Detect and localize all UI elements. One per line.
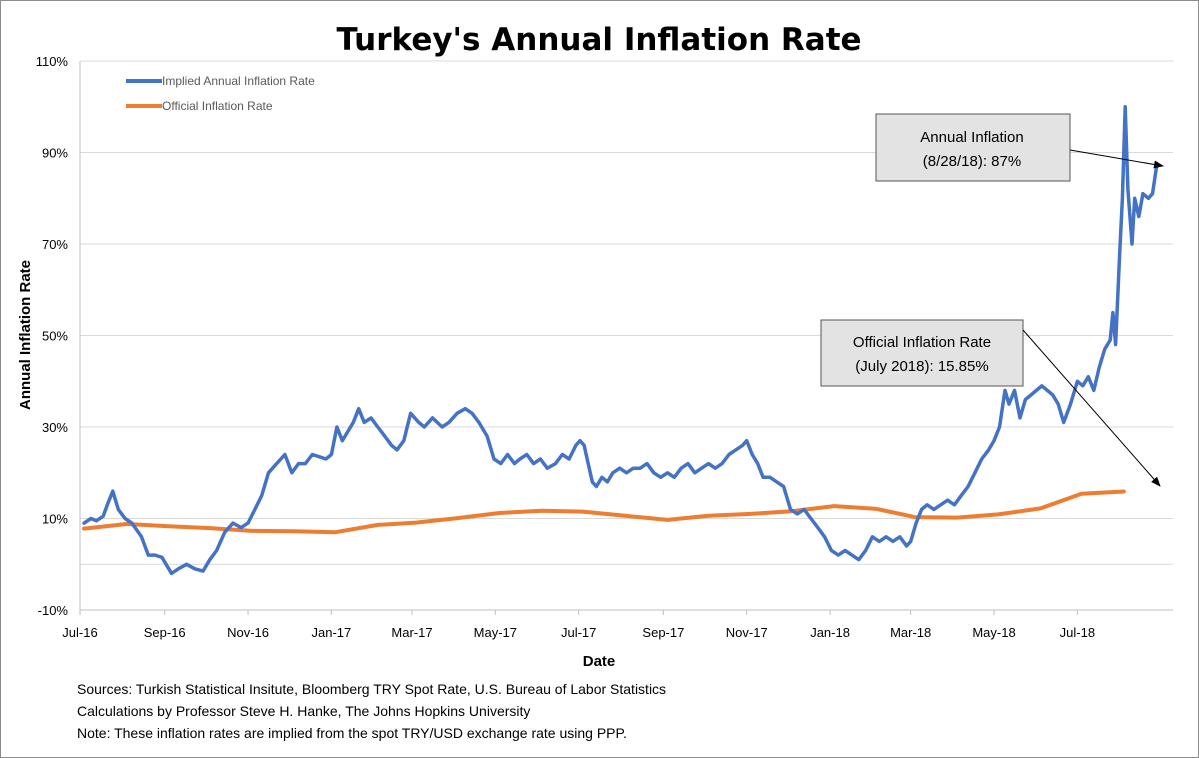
x-tick-label: Jan-17 (312, 625, 352, 640)
x-tick-label: Nov-17 (726, 625, 768, 640)
callout-arrow-annual (1069, 149, 1164, 169)
y-tick-label: 50% (42, 329, 68, 344)
y-tick-label: -10% (38, 603, 69, 618)
series-layer (82, 105, 1159, 576)
x-tick-label: Jan-18 (810, 625, 850, 640)
y-tick-label: 110% (36, 54, 69, 69)
callout-official-line2: (July 2018): 15.85% (855, 358, 988, 375)
x-tick-label: Mar-18 (890, 625, 931, 640)
callout-arrow-official (1022, 329, 1161, 487)
legend-label-implied: Implied Annual Inflation Rate (162, 74, 315, 88)
series-line-implied (82, 105, 1159, 576)
y-axis-title: Annual Inflation Rate (17, 260, 34, 410)
x-tick-label: Jul-16 (62, 625, 97, 640)
y-tick-label: 70% (42, 237, 68, 252)
x-tick-label: Sep-17 (642, 625, 684, 640)
y-tick-label: 30% (42, 420, 68, 435)
x-tick-label: Nov-16 (227, 625, 269, 640)
x-axis-title: Date (583, 653, 616, 670)
callout-annual-line1: Annual Inflation (920, 129, 1023, 146)
x-tick-label: May-18 (972, 625, 1015, 640)
callout-annual-inflation: Annual Inflation (8/28/18): 87% (875, 113, 1164, 182)
x-tick-labels: Jul-16 Sep-16 Nov-16 Jan-17 Mar-17 May-17 Jul-… (62, 610, 1095, 640)
y-tick-labels: -10% 10% 30% 50% 70% 90% 110% (36, 54, 69, 618)
callout-box-official (820, 319, 1024, 387)
callout-official-inflation: Official Inflation Rate (July 2018): 15.… (820, 319, 1161, 487)
callout-box-annual (875, 113, 1071, 182)
ppp-note: Note: These inflation rates are implied … (77, 725, 627, 741)
callout-annual-line2: (8/28/18): 87% (923, 153, 1021, 170)
sources-note: Sources: Turkish Statistical Insitute, B… (77, 681, 667, 697)
legend: Implied Annual Inflation Rate Official I… (126, 74, 315, 113)
chart-title: Turkey's Annual Inflation Rate (336, 22, 861, 58)
legend-label-official: Official Inflation Rate (162, 99, 273, 113)
calculations-note: Calculations by Professor Steve H. Hanke… (77, 703, 531, 719)
x-tick-label: Jul-18 (1060, 625, 1095, 640)
x-tick-label: Jul-17 (561, 625, 596, 640)
callout-official-line1: Official Inflation Rate (853, 334, 991, 351)
gridlines (80, 60, 1173, 565)
series-line-official (82, 489, 1126, 535)
y-tick-label: 10% (42, 512, 68, 527)
inflation-chart: Turkey's Annual Inflation Rate -10% 10% 30… (17, 22, 1173, 670)
x-tick-label: Mar-17 (391, 625, 432, 640)
y-tick-label: 90% (42, 146, 68, 161)
x-tick-label: Sep-16 (144, 625, 186, 640)
x-tick-label: May-17 (474, 625, 517, 640)
